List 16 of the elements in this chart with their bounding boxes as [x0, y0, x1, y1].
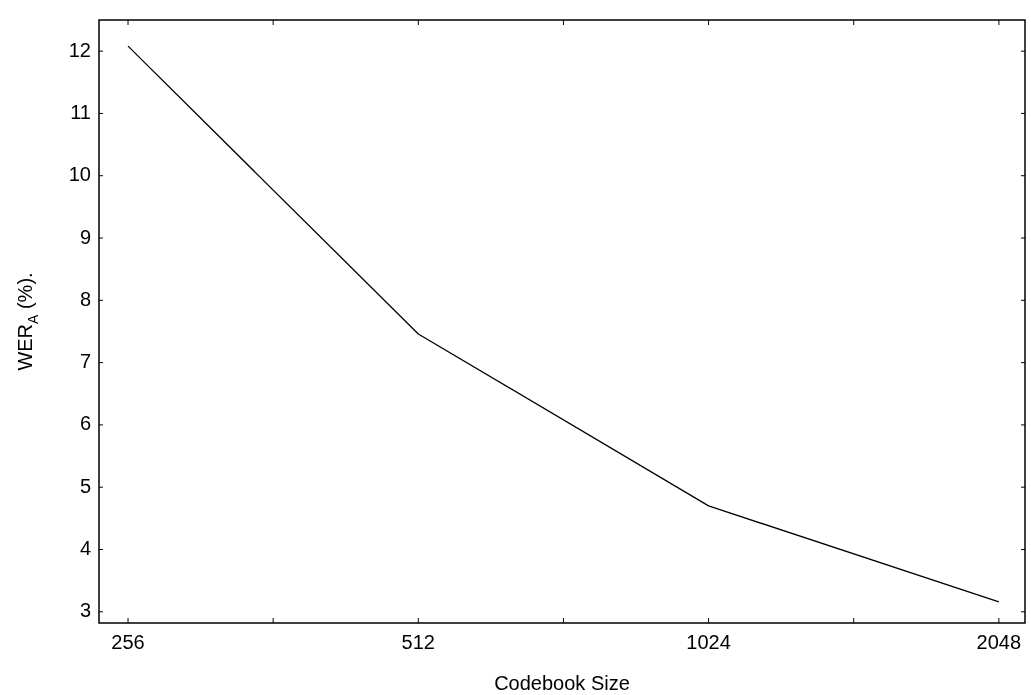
- y-tick-label: 12: [68, 38, 91, 61]
- x-tick-label: 2048: [976, 630, 1022, 653]
- y-tick-label: 6: [79, 412, 91, 435]
- y-tick-label: 10: [68, 163, 91, 186]
- y-tick-label: 5: [79, 474, 91, 497]
- x-tick-label: 512: [401, 630, 435, 653]
- y-tick-label: 11: [70, 100, 91, 123]
- y-tick-label: 4: [79, 537, 91, 560]
- y-axis-title: WERA (%).: [14, 272, 41, 371]
- y-tick-label: 8: [79, 287, 91, 310]
- x-axis-title: Codebook Size: [494, 672, 630, 694]
- x-tick-label: 1024: [686, 630, 731, 653]
- y-tick-label: 7: [79, 350, 91, 373]
- y-tick-label: 3: [79, 599, 91, 622]
- y-tick-label: 9: [79, 225, 91, 248]
- x-tick-label: 256: [111, 630, 145, 653]
